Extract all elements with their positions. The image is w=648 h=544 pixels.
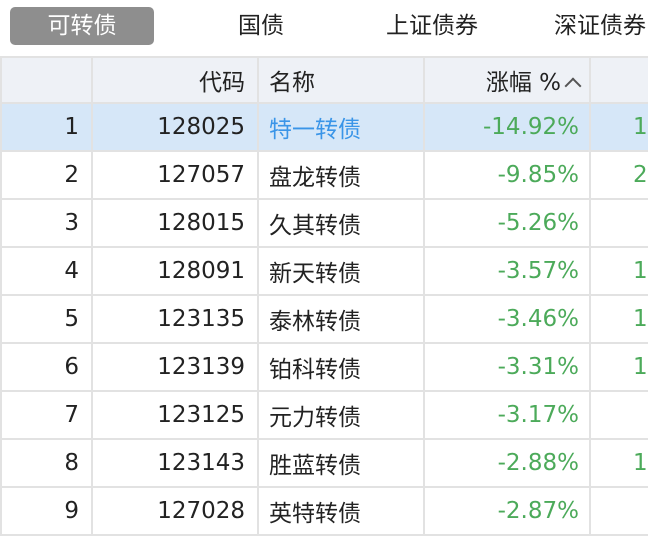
category-tabs: 可转债 国债 上证债券 深证债券 [0, 0, 648, 56]
header-rank [0, 56, 93, 104]
table-row[interactable]: 6 123139 铂科转债 -3.31% 1 [0, 342, 648, 392]
header-code[interactable]: 代码 [91, 56, 259, 104]
rank-cell: 5 [0, 294, 93, 344]
sort-ascending-icon [564, 77, 582, 95]
header-name[interactable]: 名称 [257, 56, 425, 104]
tab-shenzhen-bonds[interactable]: 深证债券 [554, 13, 646, 39]
code-cell: 128015 [91, 198, 259, 248]
next-cell [589, 198, 648, 248]
rank-cell: 9 [0, 486, 93, 536]
next-cell: 1 [589, 342, 648, 392]
rank-cell: 6 [0, 342, 93, 392]
table-row[interactable]: 3 128015 久其转债 -5.26% [0, 198, 648, 248]
table-row[interactable]: 7 123125 元力转债 -3.17% [0, 390, 648, 440]
code-cell: 128091 [91, 246, 259, 296]
next-cell [589, 486, 648, 536]
header-change[interactable]: 涨幅 % [423, 56, 591, 104]
rank-cell: 1 [0, 102, 93, 152]
change-cell: -9.85% [423, 150, 591, 200]
name-cell: 英特转债 [257, 486, 425, 536]
change-cell: -3.46% [423, 294, 591, 344]
code-cell: 123139 [91, 342, 259, 392]
change-cell: -3.17% [423, 390, 591, 440]
table-row[interactable]: 1 128025 特一转债 -14.92% 1 [0, 102, 648, 152]
change-cell: -2.88% [423, 438, 591, 488]
name-cell: 特一转债 [257, 102, 425, 152]
name-cell: 新天转债 [257, 246, 425, 296]
next-cell: 1 [589, 246, 648, 296]
code-cell: 123135 [91, 294, 259, 344]
rank-cell: 8 [0, 438, 93, 488]
header-next[interactable] [589, 56, 648, 104]
name-cell: 胜蓝转债 [257, 438, 425, 488]
tab-treasury-bonds[interactable]: 国债 [238, 13, 284, 39]
next-cell: 1 [589, 294, 648, 344]
table-row[interactable]: 4 128091 新天转债 -3.57% 1 [0, 246, 648, 296]
next-cell: 1 [589, 438, 648, 488]
code-cell: 123125 [91, 390, 259, 440]
next-cell [589, 390, 648, 440]
change-cell: -3.57% [423, 246, 591, 296]
rank-cell: 4 [0, 246, 93, 296]
name-cell: 久其转债 [257, 198, 425, 248]
code-cell: 123143 [91, 438, 259, 488]
rank-cell: 3 [0, 198, 93, 248]
table-row[interactable]: 5 123135 泰林转债 -3.46% 1 [0, 294, 648, 344]
change-cell: -3.31% [423, 342, 591, 392]
header-change-label: 涨幅 % [485, 70, 561, 96]
code-cell: 127057 [91, 150, 259, 200]
name-cell: 元力转债 [257, 390, 425, 440]
change-cell: -2.87% [423, 486, 591, 536]
name-cell: 盘龙转债 [257, 150, 425, 200]
bond-table: 代码 名称 涨幅 % 1 128025 特一转债 -14.92% 1 2 127057 盘龙转… [0, 56, 648, 536]
change-cell: -5.26% [423, 198, 591, 248]
change-cell: -14.92% [423, 102, 591, 152]
table-header: 代码 名称 涨幅 % [0, 56, 648, 104]
next-cell: 1 [589, 102, 648, 152]
table-row[interactable]: 2 127057 盘龙转债 -9.85% 2 [0, 150, 648, 200]
code-cell: 128025 [91, 102, 259, 152]
name-cell: 铂科转债 [257, 342, 425, 392]
rank-cell: 2 [0, 150, 93, 200]
table-row[interactable]: 8 123143 胜蓝转债 -2.88% 1 [0, 438, 648, 488]
table-row[interactable]: 9 127028 英特转债 -2.87% [0, 486, 648, 536]
name-cell: 泰林转债 [257, 294, 425, 344]
code-cell: 127028 [91, 486, 259, 536]
tab-shanghai-bonds[interactable]: 上证债券 [386, 13, 478, 39]
next-cell: 2 [589, 150, 648, 200]
tab-convertible-bonds[interactable]: 可转债 [10, 7, 154, 45]
rank-cell: 7 [0, 390, 93, 440]
